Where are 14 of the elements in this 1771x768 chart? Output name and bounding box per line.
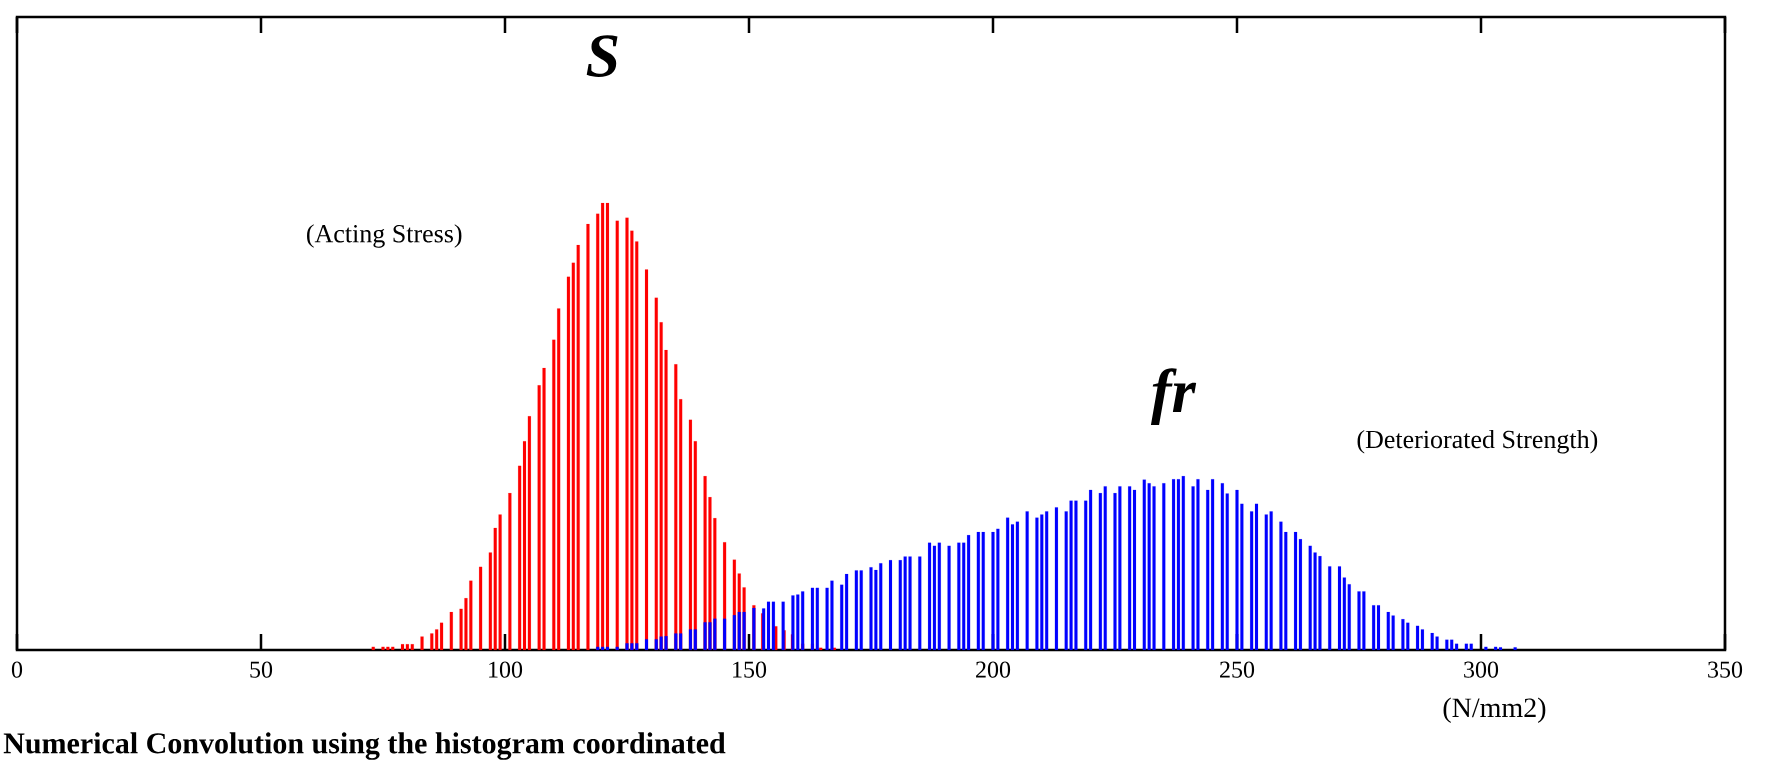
x-tick-label: 350 — [1708, 661, 1743, 678]
annotation: (Deteriorated Strength) — [1357, 429, 1598, 454]
text: S — [586, 35, 618, 77]
x-tick-label: 50 — [250, 661, 273, 678]
x-tick-label: 250 — [1220, 661, 1255, 678]
x-axis-title: (N/mm2) — [1443, 697, 1546, 723]
x-tick-label: 0 — [11, 661, 23, 678]
x-tick-label: 150 — [733, 661, 767, 678]
annotation: (Acting Stress) — [307, 224, 462, 248]
x-tick-label: 100 — [489, 661, 523, 678]
x-tick-label: 200 — [976, 661, 1011, 678]
text: Numerical Convolution using the histogram coordinated — [3, 732, 726, 760]
x-tick-label: 300 — [1464, 661, 1499, 678]
annotation: fr — [1150, 368, 1197, 426]
